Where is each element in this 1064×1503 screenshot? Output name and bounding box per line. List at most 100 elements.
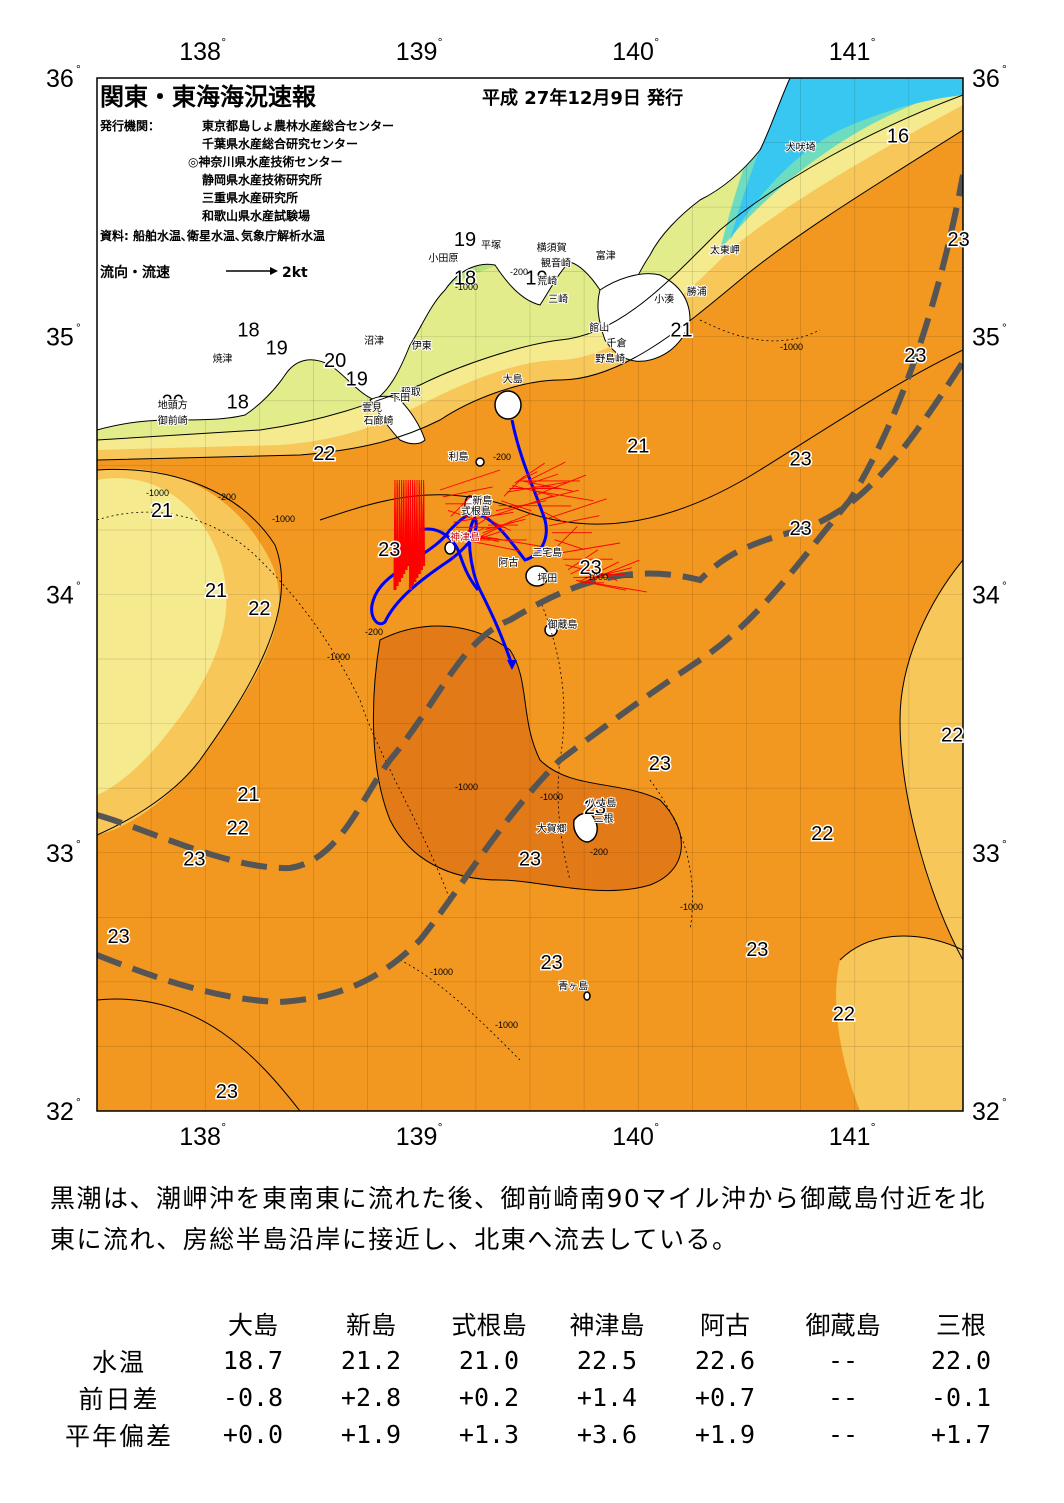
hachijojima-island <box>572 812 598 843</box>
lon-tick-label: 138 <box>179 1123 221 1151</box>
summary-text: 黒潮は、潮岬沖を東南東に流れた後、御前崎南90マイル沖から御蔵島付近を北東に流れ… <box>50 1184 986 1254</box>
isotherm-label: 18 <box>227 392 249 414</box>
table-corner <box>44 1305 194 1342</box>
table-cell: +1.3 <box>458 1420 520 1449</box>
current-vector <box>482 512 533 534</box>
lat-tick-label: 33 <box>46 840 74 868</box>
table-row: 水温 18.7 21.2 21.0 22.5 22.6 -- 22.0 <box>44 1342 1020 1379</box>
isotherm-label: 23 <box>904 345 926 367</box>
current-vector <box>442 486 493 498</box>
lon-tick-label: 141 <box>829 38 871 66</box>
depth-contour <box>649 779 693 931</box>
current-vector <box>570 563 591 575</box>
place-name: 新島 <box>472 494 492 507</box>
table-col-header: 大島 <box>227 1310 278 1340</box>
table-col-header: 三根 <box>935 1310 986 1340</box>
lat-tick-label: 36 <box>972 65 1000 93</box>
table-cell: +0.0 <box>222 1420 284 1449</box>
lon-tick-label: 141 <box>829 1123 871 1151</box>
place-name: 三崎 <box>548 293 568 306</box>
depth-label: -1000 <box>540 792 563 802</box>
place-name: 石廊崎 <box>363 414 393 427</box>
place-name: 御蔵島 <box>547 618 577 631</box>
current-vector <box>567 549 599 571</box>
current-vector <box>525 461 566 483</box>
lat-tick-label: 34 <box>972 582 1000 610</box>
table-cell: 22.0 <box>930 1346 992 1375</box>
current-vector <box>407 485 410 567</box>
degree-mark: ° <box>76 837 81 851</box>
isotherm-line <box>97 94 963 441</box>
table-col-header: 阿古 <box>699 1310 750 1340</box>
place-name: 観音崎 <box>541 257 571 270</box>
degree-mark: ° <box>221 1120 226 1134</box>
table-cell: +0.7 <box>694 1383 756 1412</box>
isotherm-label: 23 <box>108 926 130 948</box>
table-cell: -0.1 <box>930 1383 992 1412</box>
isotherm-label: 21 <box>670 319 692 341</box>
band-22-east <box>900 560 963 960</box>
isotherm-label: 23 <box>584 797 606 819</box>
isotherm-label: 23 <box>790 448 812 470</box>
depth-label: -200 <box>218 492 236 502</box>
isotherm-label: 21 <box>205 580 227 602</box>
degree-mark: ° <box>76 320 81 334</box>
current-vector <box>517 471 538 483</box>
map-title: 関東・東海海況速報 <box>100 83 317 111</box>
degree-mark: ° <box>1002 837 1007 851</box>
current-vector <box>414 479 417 583</box>
current-vector <box>559 542 621 554</box>
current-vector <box>501 500 532 512</box>
current-vector <box>557 526 578 547</box>
legend-scale: 2kt <box>282 265 308 281</box>
depth-label: -1000 <box>272 514 295 524</box>
place-name: 地頭方 <box>158 399 188 412</box>
place-name: 御前崎 <box>158 414 188 427</box>
current-vector <box>538 489 579 501</box>
table-cell: 22.5 <box>576 1346 638 1375</box>
degree-mark: ° <box>221 35 226 49</box>
current-vector <box>402 479 405 575</box>
honshu-land <box>97 78 791 431</box>
degree-mark: ° <box>871 35 876 49</box>
current-vector <box>490 520 511 531</box>
table-cell: 21.0 <box>458 1346 520 1375</box>
lat-tick-label: 32 <box>46 1098 74 1126</box>
current-vector <box>439 469 501 491</box>
place-name: 小湊 <box>654 293 674 306</box>
degree-mark: ° <box>654 35 659 49</box>
place-name: 利島 <box>449 450 469 463</box>
current-vector <box>549 515 600 527</box>
lon-tick-label: 140 <box>612 1123 654 1151</box>
legend-label: 流向・流速 <box>100 264 170 281</box>
isotherm-label: 20 <box>324 350 346 372</box>
depth-label: -1000 <box>585 572 608 582</box>
current-vector <box>527 473 559 485</box>
place-name: 富津 <box>596 249 616 262</box>
current-vector <box>597 570 618 582</box>
depth-contour <box>399 959 521 1061</box>
place-name: 大賀郷 <box>537 822 567 835</box>
current-vector <box>408 488 411 591</box>
table-cell: -- <box>827 1420 859 1449</box>
place-name: 焼津 <box>213 353 233 365</box>
legend-arrowhead-icon <box>270 267 278 275</box>
table-col-header: 神津島 <box>569 1310 645 1340</box>
depth-label: -1000 <box>327 652 350 662</box>
depth-label: -200 <box>493 452 511 462</box>
degree-mark: ° <box>1002 579 1007 593</box>
lon-tick-label: 139 <box>396 1123 438 1151</box>
data-source: 資料: 船舶水温､衛星水温､気象庁解析水温 <box>100 228 325 243</box>
isotherm-label: 22 <box>833 1004 855 1026</box>
isotherm-label: 23 <box>519 849 541 871</box>
band-21-west <box>97 478 227 795</box>
isotherm-label: 21 <box>627 435 649 457</box>
place-name: 神津島 <box>450 530 480 543</box>
kuroshio-axis-inner <box>97 360 963 872</box>
table-cell: 21.2 <box>340 1346 402 1375</box>
isotherm-label: 23 <box>541 952 563 974</box>
current-vector <box>395 485 398 587</box>
place-name: 下田 <box>390 393 410 404</box>
lat-tick-label: 33 <box>972 840 1000 868</box>
